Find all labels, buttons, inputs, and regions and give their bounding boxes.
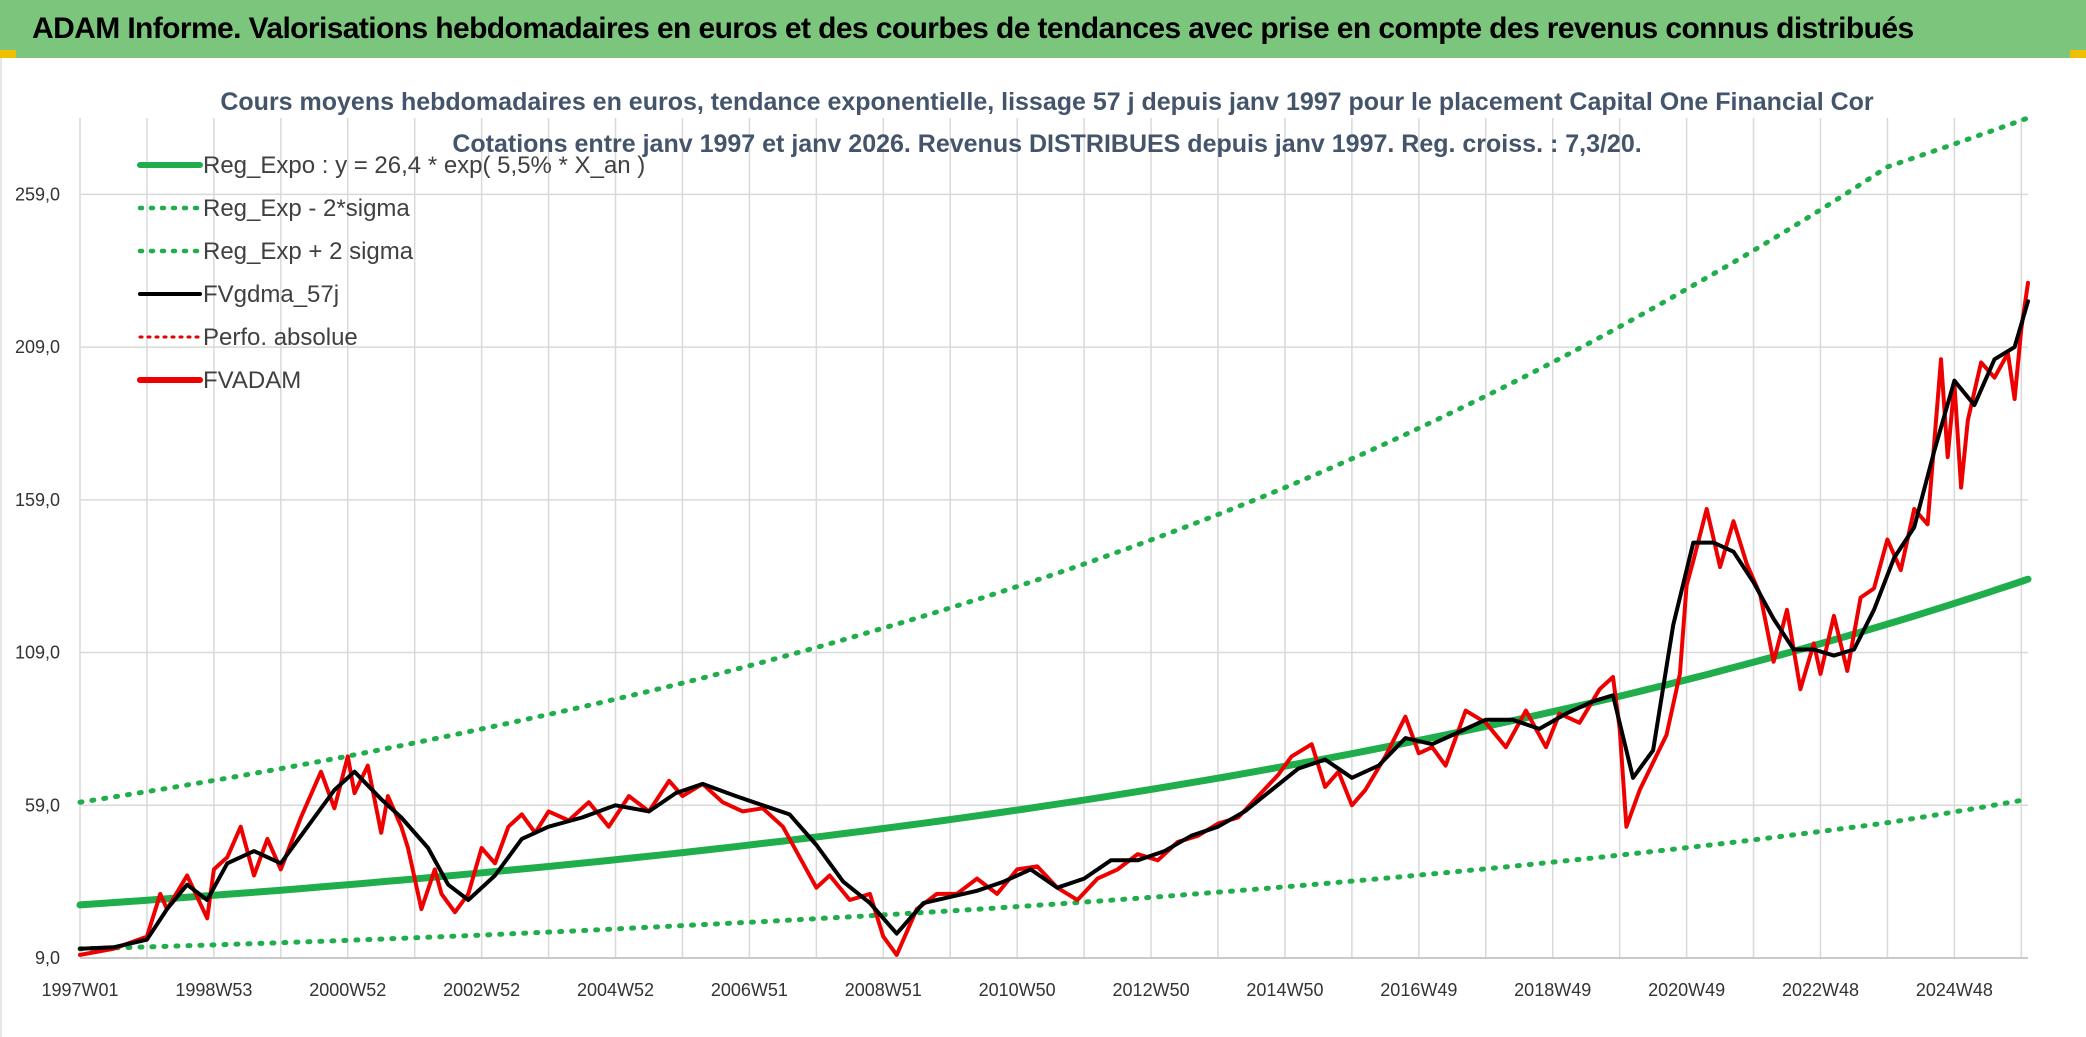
x-tick-label: 2022W48: [1782, 980, 1859, 1000]
y-tick-label: 59,0: [25, 795, 60, 815]
corner-marker-right: [2070, 50, 2086, 58]
x-tick-label: 2014W50: [1246, 980, 1323, 1000]
chart-title: Cours moyens hebdomadaires en euros, ten…: [220, 88, 1874, 158]
y-tick-label: 9,0: [35, 948, 60, 968]
x-tick-label: 2016W49: [1380, 980, 1457, 1000]
x-tick-label: 2024W48: [1916, 980, 1993, 1000]
x-tick-label: 2004W52: [577, 980, 654, 1000]
corner-marker-left: [0, 50, 16, 58]
x-tick-label: 2010W50: [979, 980, 1056, 1000]
header-bar: ADAM Informe. Valorisations hebdomadaire…: [0, 0, 2086, 58]
y-tick-label: 259,0: [15, 184, 60, 204]
page-title: ADAM Informe. Valorisations hebdomadaire…: [32, 12, 1914, 45]
series-line-fvgdma-57j: [78, 299, 2030, 951]
x-tick-label: 2000W52: [309, 980, 386, 1000]
chart-area: 9,0 59,0 109,0 159,0 209,0 259,0 1997W01 1998W5…: [0, 58, 2086, 1037]
x-tick-label: 2002W52: [443, 980, 520, 1000]
y-tick-label: 109,0: [15, 643, 60, 663]
x-tick-label: 2018W49: [1514, 980, 1591, 1000]
axes: 9,0 59,0 109,0 159,0 209,0 259,0 1997W01 1998W5…: [15, 184, 2028, 1000]
series-line-reg-exp-2-sigma: [77, 796, 2031, 952]
x-tick-label: 1997W01: [41, 980, 118, 1000]
y-tick-label: 159,0: [15, 490, 60, 510]
x-tick-label: 2020W49: [1648, 980, 1725, 1000]
legend: Reg_Expo : y = 26,4 * exp( 5,5% * X_an )…: [137, 152, 645, 394]
series-line-fvadam: [78, 280, 2030, 957]
x-tick-label: 1998W53: [175, 980, 252, 1000]
line-chart: 9,0 59,0 109,0 159,0 209,0 259,0 1997W01 1998W5…: [15, 88, 2032, 1000]
legend-label: FVgdma_57j: [203, 281, 339, 308]
series-line-reg-exp-2-sigma: [77, 115, 2031, 805]
legend-label: Perfo. absolue: [203, 324, 358, 351]
series-lines: [76, 115, 2032, 957]
legend-label: Reg_Expo : y = 26,4 * exp( 5,5% * X_an ): [203, 152, 645, 179]
series-line-reg-expo: [76, 575, 2032, 909]
legend-label: Reg_Exp - 2*sigma: [203, 195, 410, 222]
x-tick-label: 2008W51: [845, 980, 922, 1000]
legend-label: Reg_Exp + 2 sigma: [203, 238, 414, 265]
y-tick-label: 209,0: [15, 337, 60, 357]
chart-title-line-2: Cotations entre janv 1997 et janv 2026. …: [452, 130, 1641, 158]
chart-title-line-1: Cours moyens hebdomadaires en euros, ten…: [220, 88, 1874, 116]
x-tick-label: 2006W51: [711, 980, 788, 1000]
legend-label: FVADAM: [203, 367, 301, 394]
x-tick-label: 2012W50: [1113, 980, 1190, 1000]
